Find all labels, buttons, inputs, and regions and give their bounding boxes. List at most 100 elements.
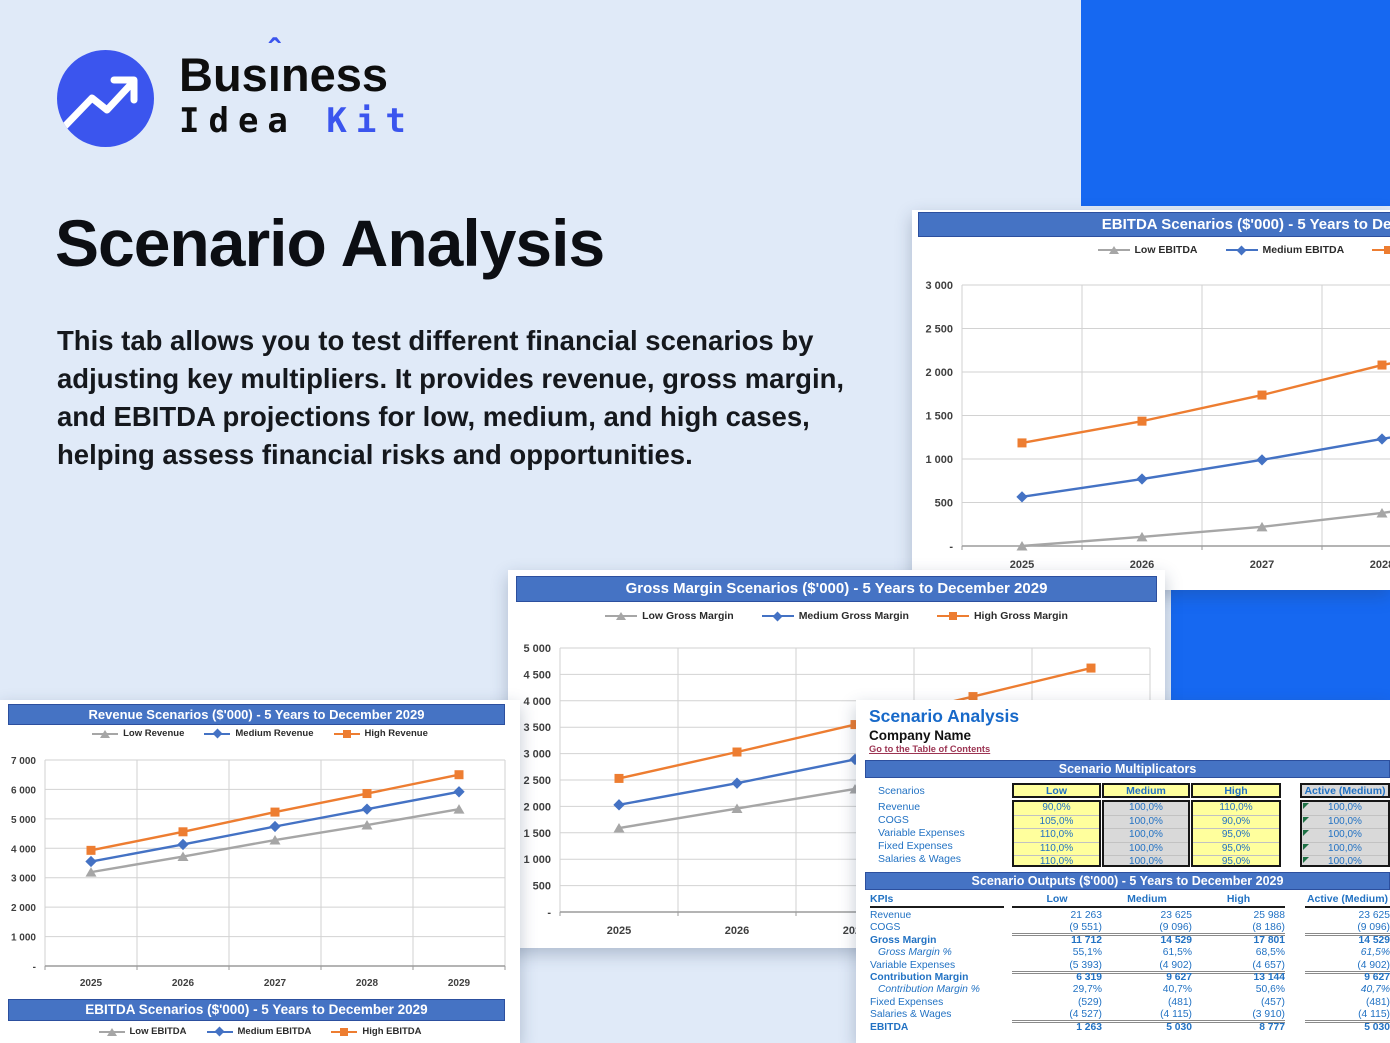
svg-text:4 000: 4 000 — [523, 696, 551, 708]
mult-cell[interactable]: 95,0% — [1193, 828, 1279, 842]
mult-cell[interactable]: 100,0% — [1104, 814, 1188, 829]
table-row: Salaries & Wages (4 527) (4 115) (3 910) (4 … — [856, 1009, 1390, 1024]
legend-item: High EBITDA — [1372, 244, 1390, 256]
brand-logo: Busı ˆ ness Idea Kit — [57, 33, 415, 147]
mult-cell[interactable]: 110,0% — [1014, 855, 1099, 869]
legend-revenue: Low Revenue Medium Revenue High Revenue — [0, 728, 520, 739]
decor-rect-top-right — [1081, 0, 1390, 206]
mult-col-active: 100,0% 100,0% 100,0% 100,0% 100,0% — [1300, 800, 1390, 867]
legend-item: Medium EBITDA — [1225, 244, 1344, 256]
mult-row-label: Salaries & Wages — [878, 853, 962, 865]
scenario-col-low: Low — [1012, 783, 1101, 798]
line-marker-icon — [1372, 246, 1390, 254]
trend-arrow-icon — [57, 50, 154, 147]
revenue-plot: - 1 000 2 000 3 000 4 000 5 000 6 000 7 000 2025… — [11, 756, 506, 989]
outputs-header: Scenario Outputs ($'000) - 5 Years to De… — [865, 872, 1390, 890]
svg-text:2026: 2026 — [725, 925, 749, 937]
spreadsheet-panel: Scenario Analysis Company Name Go to the… — [856, 700, 1390, 1043]
table-row: Gross Margin 11 712 14 529 17 801 14 529 — [870, 934, 1390, 946]
svg-text:1 000: 1 000 — [925, 454, 953, 466]
legend-item: Low Revenue — [92, 728, 184, 739]
svg-text:6 000: 6 000 — [11, 785, 36, 796]
svg-text:3 000: 3 000 — [523, 749, 551, 761]
table-row: Variable Expenses (5 393) (4 902) (4 657) (4… — [856, 960, 1390, 974]
chart-title-ebitda-bottom: EBITDA Scenarios ($'000) - 5 Years to De… — [8, 999, 505, 1021]
mult-cell[interactable]: 100,0% — [1129, 802, 1163, 813]
mult-cell[interactable]: 110,0% — [1014, 828, 1099, 842]
mult-row-label: Variable Expenses — [878, 827, 965, 839]
svg-text:7 000: 7 000 — [11, 756, 36, 767]
svg-text:2 000: 2 000 — [11, 903, 36, 914]
legend-item: High Revenue — [333, 728, 428, 739]
mult-cell[interactable]: 110,0% — [1219, 802, 1253, 813]
table-row: EBITDA 1 263 5 030 8 777 5 030 — [870, 1021, 1390, 1033]
mult-cell-active[interactable]: 100,0% — [1302, 802, 1388, 815]
caret-accent-icon: ˆ — [268, 33, 280, 71]
legend-item: Medium EBITDA — [206, 1026, 311, 1037]
mult-cell[interactable]: 100,0% — [1104, 855, 1188, 869]
line-marker-icon — [98, 1027, 125, 1036]
mult-cell-active[interactable]: 100,0% — [1302, 814, 1388, 829]
chart-title-gross-margin: Gross Margin Scenarios ($'000) - 5 Years… — [516, 576, 1157, 602]
table-of-contents-link[interactable]: Go to the Table of Contents — [869, 744, 991, 754]
svg-text:2026: 2026 — [172, 978, 195, 989]
scenario-col-active: Active (Medium) — [1300, 783, 1390, 798]
mult-cell[interactable]: 95,0% — [1193, 855, 1279, 869]
table-row: Revenue 21 263 23 625 25 988 23 625 — [870, 910, 1390, 921]
mult-col-medium: 100,0% 100,0% 100,0% 100,0% 100,0% — [1102, 800, 1190, 867]
svg-text:2 500: 2 500 — [925, 324, 953, 336]
table-row: Contribution Margin 6 319 9 627 13 144 9 627 — [870, 971, 1390, 983]
svg-text:2025: 2025 — [80, 978, 103, 989]
svg-text:4 500: 4 500 — [523, 669, 551, 681]
svg-text:2 500: 2 500 — [523, 775, 551, 787]
mult-cell-active[interactable]: 100,0% — [1302, 828, 1388, 842]
mult-cell-active[interactable]: 100,0% — [1302, 841, 1388, 856]
mult-cell[interactable]: 110,0% — [1014, 841, 1099, 856]
mult-cell[interactable]: 90,0% — [1042, 802, 1071, 813]
svg-text:2027: 2027 — [264, 978, 287, 989]
multiplicators-header: Scenario Multiplicators — [865, 760, 1390, 778]
svg-text:-: - — [547, 907, 551, 919]
outputs-table: Revenue 21 263 23 625 25 988 23 625 COGS (9 5… — [856, 910, 1390, 1034]
mult-cell[interactable]: 100,0% — [1104, 828, 1188, 842]
sheet-title: Scenario Analysis — [869, 706, 1020, 726]
svg-text:5 000: 5 000 — [523, 643, 551, 655]
line-marker-icon — [92, 729, 119, 738]
line-marker-icon — [331, 1027, 358, 1036]
svg-text:2025: 2025 — [1010, 559, 1034, 571]
line-marker-icon — [605, 612, 638, 620]
line-marker-icon — [936, 612, 969, 620]
mult-cell[interactable]: 105,0% — [1014, 814, 1099, 829]
table-row: Fixed Expenses (529) (481) (457) (481) — [870, 996, 1390, 1008]
mult-cell[interactable]: 90,0% — [1193, 814, 1279, 829]
line-marker-icon — [206, 1026, 233, 1037]
mult-row-label: COGS — [878, 814, 909, 826]
dropdown-corner-icon — [1303, 803, 1309, 809]
mult-cell-active[interactable]: 100,0% — [1302, 855, 1388, 869]
svg-text:5 000: 5 000 — [11, 815, 36, 826]
outputs-column-headers: KPIs Low Medium High Active (Medium) — [856, 893, 1390, 908]
legend-item: High Gross Margin — [936, 610, 1068, 622]
mult-cell[interactable]: 100,0% — [1104, 841, 1188, 856]
svg-text:2 000: 2 000 — [925, 367, 953, 379]
dropdown-corner-icon — [1303, 843, 1309, 850]
mult-cell[interactable]: 95,0% — [1193, 841, 1279, 856]
line-marker-icon — [333, 729, 360, 738]
svg-text:2025: 2025 — [607, 925, 631, 937]
table-row: COGS (9 551) (9 096) (8 186) (9 096) — [856, 922, 1390, 937]
mult-row-label: Revenue — [878, 801, 921, 813]
brand-line1: Busı ˆ ness — [179, 33, 388, 101]
legend-item: Medium Revenue — [204, 728, 314, 739]
line-marker-icon — [1225, 245, 1258, 255]
svg-text:2029: 2029 — [448, 978, 471, 989]
svg-text:2028: 2028 — [1370, 559, 1390, 571]
legend-item: Low EBITDA — [1097, 244, 1198, 256]
legend-item: Medium Gross Margin — [761, 610, 909, 622]
svg-text:-: - — [33, 962, 36, 973]
svg-text:500: 500 — [935, 498, 953, 510]
legend-gross-margin: Low Gross Margin Medium Gross Margin Hig… — [508, 610, 1165, 622]
legend-item: High EBITDA — [331, 1026, 422, 1037]
chart-panel-ebitda-top: EBITDA Scenarios ($'000) - 5 Years to De… — [912, 210, 1390, 590]
page-title: Scenario Analysis — [55, 206, 605, 280]
svg-text:1 000: 1 000 — [11, 933, 36, 944]
